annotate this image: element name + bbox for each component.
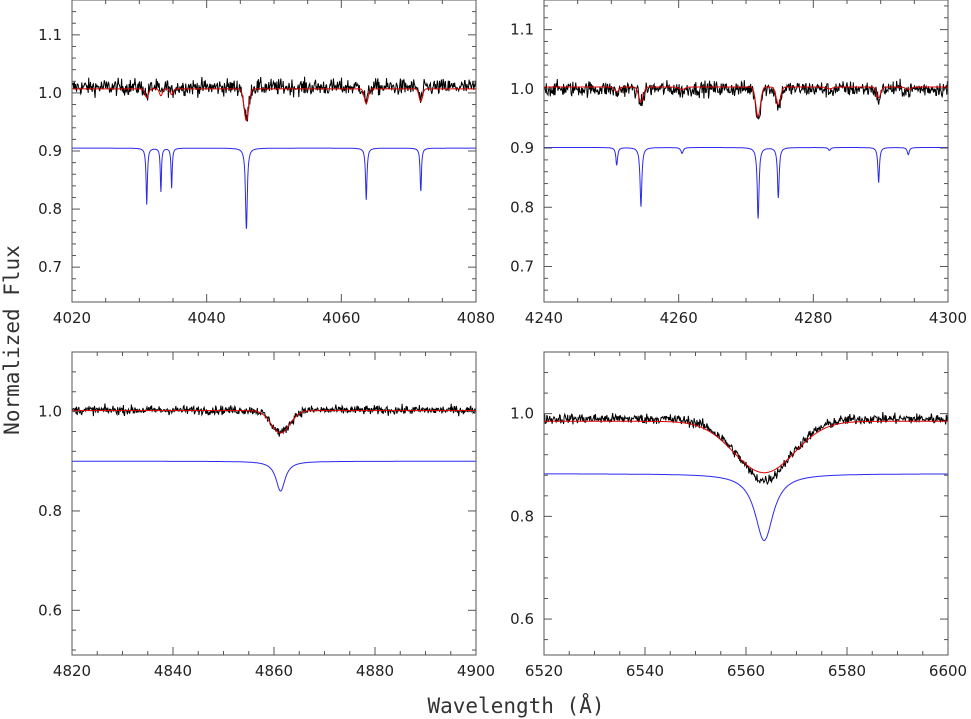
plot-area <box>72 403 476 492</box>
x-tick-label: 6560 <box>727 662 765 680</box>
x-tick-label: 4080 <box>457 309 495 327</box>
panel-frame <box>543 351 949 656</box>
x-tick-label: 4300 <box>929 309 967 327</box>
y-tick-label: 0.7 <box>510 257 534 275</box>
y-tick-label: 0.8 <box>510 507 534 525</box>
x-tick-label: 6540 <box>626 662 664 680</box>
y-tick-label: 1.0 <box>38 403 62 421</box>
panel-frame <box>71 0 477 303</box>
y-tick-label: 0.8 <box>38 200 62 218</box>
plot-area <box>544 411 948 542</box>
observed-spectrum-line <box>72 403 476 437</box>
chart-panel-bottom-right: 6520 6540 6560 6580 6600 0.6 0.8 1.0 <box>510 351 967 680</box>
offset-model-line <box>72 460 476 492</box>
y-tick-label: 0.6 <box>510 610 534 628</box>
broadened-model-line <box>72 410 476 434</box>
y-tick-label: 0.6 <box>38 601 62 619</box>
x-tick-label: 4260 <box>660 309 698 327</box>
y-tick-label: 0.9 <box>510 139 534 157</box>
x-axis-title: Wavelength (Å) <box>427 692 604 718</box>
y-tick-label: 1.1 <box>38 26 62 44</box>
x-tick-label: 4020 <box>53 309 91 327</box>
offset-model-line <box>544 147 948 219</box>
x-tick-label: 4860 <box>255 662 293 680</box>
plot-area <box>72 76 476 229</box>
x-tick-label: 4240 <box>525 309 563 327</box>
panel-frame <box>543 0 949 303</box>
chart-panel-top-right: 4240 4260 4280 4300 0.7 0.8 0.9 1.0 1.1 <box>510 0 967 327</box>
offset-model-line <box>72 147 476 229</box>
plot-area <box>544 78 948 219</box>
panel-frame <box>71 351 477 656</box>
broadened-model-line <box>544 420 948 474</box>
y-tick-label: 1.0 <box>510 80 534 98</box>
y-tick-label: 0.9 <box>38 142 62 160</box>
x-tick-label: 4840 <box>154 662 192 680</box>
observed-spectrum-line <box>544 78 948 121</box>
broadened-model-line <box>544 86 948 118</box>
chart-panel-bottom-left: 4820 4840 4860 4880 4900 0.6 0.8 1.0 <box>38 351 495 680</box>
y-tick-label: 0.7 <box>38 258 62 276</box>
x-tick-label: 4040 <box>188 309 226 327</box>
y-tick-label: 0.8 <box>510 198 534 216</box>
y-tick-label: 0.8 <box>38 502 62 520</box>
offset-model-line <box>544 473 948 542</box>
broadened-model-line <box>72 88 476 122</box>
observed-spectrum-line <box>72 76 476 122</box>
x-tick-label: 4280 <box>794 309 832 327</box>
y-tick-label: 1.0 <box>510 405 534 423</box>
y-axis-title: Normalized Flux <box>0 245 24 435</box>
x-tick-label: 4820 <box>53 662 91 680</box>
x-tick-label: 6600 <box>929 662 967 680</box>
x-tick-label: 6580 <box>828 662 866 680</box>
x-tick-label: 4900 <box>457 662 495 680</box>
x-tick-label: 6520 <box>525 662 563 680</box>
chart-panel-top-left: 4020 4040 4060 4080 0.7 0.8 0.9 1.0 1.1 <box>38 0 495 327</box>
observed-spectrum-line <box>544 411 948 486</box>
x-tick-label: 4880 <box>356 662 394 680</box>
y-tick-label: 1.1 <box>510 21 534 39</box>
x-tick-label: 4060 <box>322 309 360 327</box>
y-tick-label: 1.0 <box>38 84 62 102</box>
